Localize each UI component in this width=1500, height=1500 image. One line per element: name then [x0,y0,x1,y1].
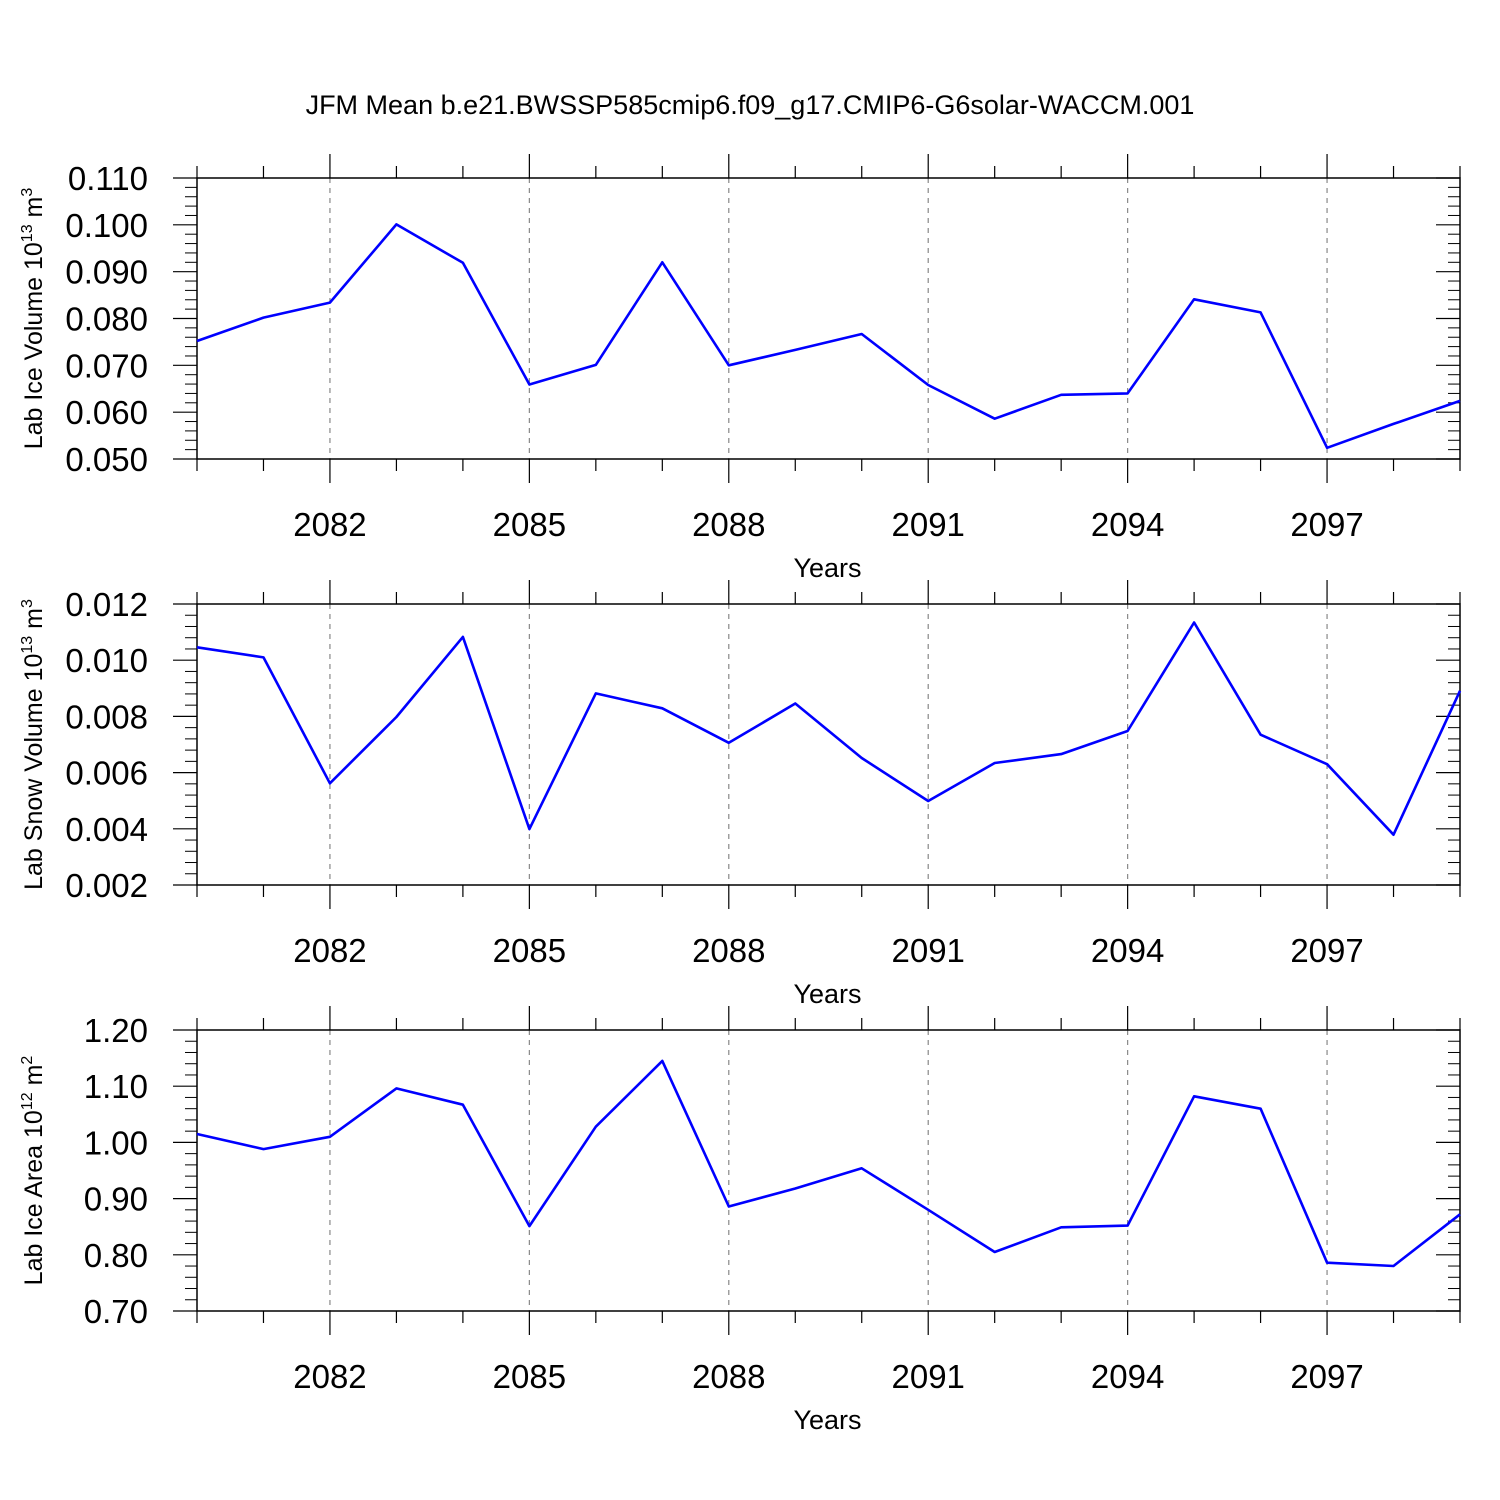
y-tick-label: 0.010 [65,642,148,679]
panel-2: 0.002 0.004 0.006 0.008 0.010 0.012 2082 2085 20… [19,580,1462,1009]
series-line [196,621,1462,837]
x-tick-label: 2097 [1290,932,1363,969]
x-axis-label: Years [793,1405,861,1435]
panel-3: 0.70 0.80 0.90 1.00 1.10 1.20 2082 2085 2088 2091… [19,1006,1461,1435]
y-tick-label: 1.20 [84,1012,148,1049]
figure-title: JFM Mean b.e21.BWSSP585cmip6.f09_g17.CMI… [306,90,1195,120]
y-tick-label: 0.090 [65,254,148,291]
y-tick-label: 0.110 [68,160,148,197]
x-tick-label: 2091 [891,506,964,543]
x-tick-label: 2094 [1091,506,1164,543]
y-tick-label: 0.050 [65,441,148,478]
y-tick-label: 1.00 [84,1124,148,1161]
x-tick-label: 2088 [692,1358,765,1395]
x-tick-label: 2085 [493,932,566,969]
y-tick-label: 0.006 [65,755,148,792]
y-axis-label: Lab Snow Volume 1013 m3 [19,599,48,890]
y-tick-label: 0.004 [65,811,148,848]
x-axis-label: Years [793,979,861,1009]
x-tick-label: 2091 [891,1358,964,1395]
x-tick-label: 2088 [692,506,765,543]
y-tick-label: 0.100 [65,207,148,244]
series-line [196,223,1461,450]
x-axis-label: Years [793,553,861,583]
x-tick-label: 2085 [493,1358,566,1395]
plot-frame [196,603,1461,886]
y-axis-label: Lab Ice Volume 1013 m3 [19,188,48,450]
x-tick-label: 2091 [891,932,964,969]
y-tick-label: 0.012 [65,586,148,623]
x-tick-label: 2088 [692,932,765,969]
x-tick-label: 2085 [493,506,566,543]
y-tick-label: 0.008 [65,698,148,735]
x-tick-label: 2094 [1091,932,1164,969]
x-tick-label: 2097 [1290,1358,1363,1395]
x-tick-label: 2082 [293,1358,366,1395]
x-tick-label: 2097 [1290,506,1363,543]
y-tick-label: 0.070 [65,347,148,384]
x-tick-label: 2094 [1091,1358,1164,1395]
y-tick-label: 0.060 [65,394,148,431]
x-tick-label: 2082 [293,932,366,969]
y-tick-label: 0.002 [65,867,148,904]
panel-1: 0.050 0.060 0.070 0.080 0.090 0.100 0.110 2082 2… [19,154,1461,583]
y-tick-label: 0.80 [84,1237,148,1274]
y-tick-label: 1.10 [84,1068,148,1105]
x-tick-label: 2082 [293,506,366,543]
plot-frame [196,1029,1461,1312]
series-line [196,1059,1461,1268]
y-tick-label: 0.70 [84,1293,148,1330]
y-tick-label: 0.90 [84,1181,148,1218]
y-axis-label: Lab Ice Area 1012 m2 [19,1056,48,1286]
y-tick-label: 0.080 [65,301,148,338]
plot-frame [196,177,1461,460]
